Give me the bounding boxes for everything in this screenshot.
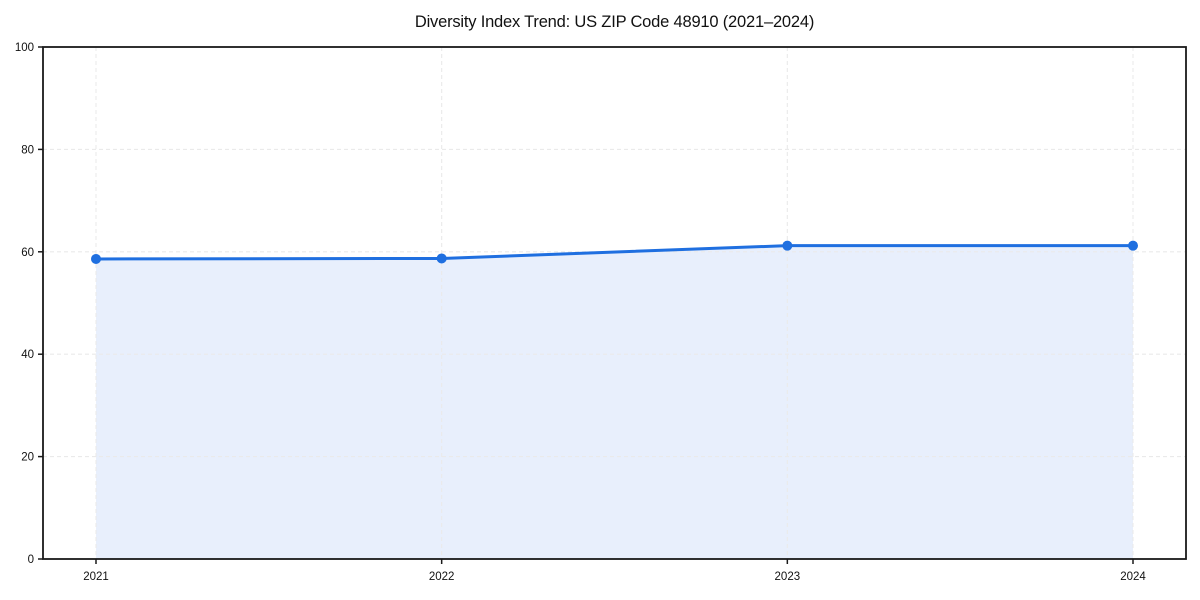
- x-tick-label: 2023: [775, 571, 801, 583]
- plot-border: [42, 46, 1187, 560]
- chart-title: Diversity Index Trend: US ZIP Code 48910…: [414, 13, 815, 31]
- data-point-2022: [436, 253, 447, 264]
- trend-line: [94, 244, 1135, 261]
- y-tick-label: 80: [21, 144, 34, 156]
- x-tick-label: 2021: [83, 571, 109, 583]
- x-tick-label: 2024: [1120, 571, 1146, 583]
- x-tick-label: 2022: [429, 571, 455, 583]
- y-tick-label: 0: [28, 554, 34, 566]
- y-tick-label: 100: [15, 42, 34, 54]
- data-point-2023: [782, 240, 793, 251]
- data-point-2021: [91, 253, 101, 264]
- area-fill: [96, 245, 1133, 559]
- data-point-2024: [1128, 240, 1138, 251]
- y-tick-label: 40: [21, 349, 34, 361]
- y-tick-label: 60: [21, 247, 34, 259]
- y-tick-label: 20: [21, 452, 34, 464]
